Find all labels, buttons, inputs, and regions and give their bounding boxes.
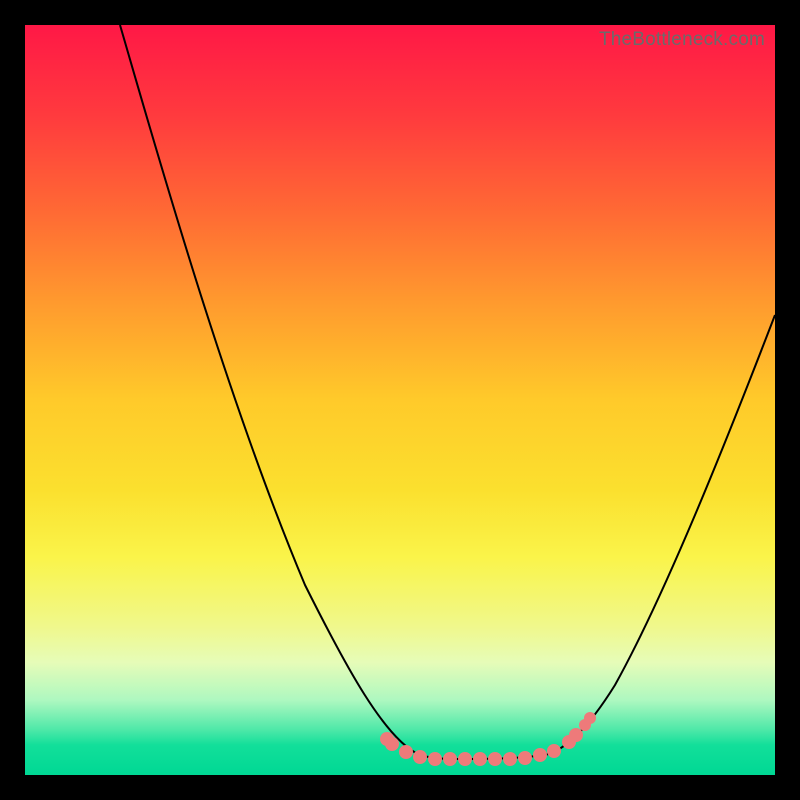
marker-point — [533, 748, 547, 762]
bottleneck-curve-svg — [25, 25, 775, 775]
marker-point — [503, 752, 517, 766]
marker-point — [584, 712, 596, 724]
marker-point — [547, 744, 561, 758]
marker-point — [518, 751, 532, 765]
marker-point — [443, 752, 457, 766]
marker-point — [399, 745, 413, 759]
marker-point — [413, 750, 427, 764]
marker-point — [458, 752, 472, 766]
marker-point — [385, 737, 399, 751]
marker-point — [473, 752, 487, 766]
plot-area: TheBottleneck.com — [25, 25, 775, 775]
marker-point — [428, 752, 442, 766]
curve-right-branch — [455, 315, 775, 759]
chart-container: TheBottleneck.com — [0, 0, 800, 800]
marker-point — [569, 728, 583, 742]
curve-left-branch — [120, 25, 455, 759]
marker-point — [488, 752, 502, 766]
